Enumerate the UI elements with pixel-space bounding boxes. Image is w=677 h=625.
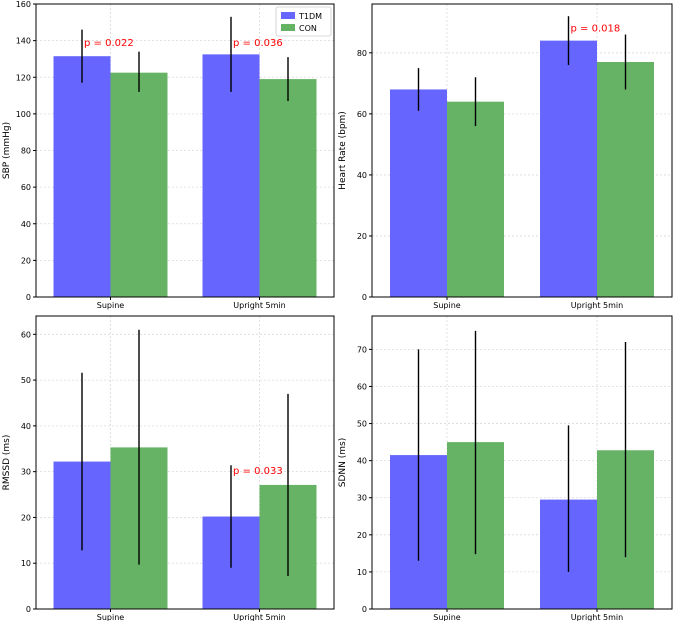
y-tick-label: 120: [16, 73, 31, 82]
p-value-annotation: p = 0.022: [84, 38, 134, 49]
y-tick-label: 10: [21, 559, 31, 568]
y-tick-label: 0: [362, 605, 367, 614]
y-tick-label: 0: [26, 293, 31, 302]
bar-con-supine: [110, 72, 168, 297]
p-value-annotation: p = 0.033: [233, 466, 283, 477]
x-tick-label: Supine: [433, 613, 461, 621]
axes-frame: [371, 315, 673, 610]
y-tick-label: 70: [357, 345, 367, 354]
y-tick-label: 20: [21, 256, 31, 265]
x-tick-label: Upright 5min: [233, 301, 285, 310]
legend-swatch-con: [281, 24, 295, 31]
y-tick-label: 50: [357, 420, 367, 429]
axes-frame: [35, 315, 335, 610]
y-tick-label: 80: [357, 49, 367, 58]
y-tick-label: 0: [26, 605, 31, 614]
y-tick-label: 60: [357, 110, 367, 119]
bar-t1dm-supine: [53, 56, 111, 297]
chart-panel-bottom-right: 0 10 20 30 40 50 60 70 Supine Upright 5min SDNN (m…: [338, 315, 673, 622]
y-axis-label: RMSSD (ms): [2, 435, 12, 491]
y-tick-label: 80: [21, 147, 31, 156]
x-tick-label: Supine: [97, 301, 125, 310]
x-tick-label: Upright 5min: [571, 613, 623, 621]
y-tick-label: 40: [21, 422, 31, 431]
y-tick-label: 60: [21, 330, 31, 339]
p-value-annotation: p = 0.018: [571, 23, 621, 34]
x-tick-label: Upright 5min: [233, 613, 285, 621]
y-tick-label: 40: [357, 171, 367, 180]
y-tick-label: 20: [357, 531, 367, 540]
y-tick-label: 20: [357, 232, 367, 241]
bar-t1dm-upright: [202, 54, 260, 297]
chart-panel-top-right: 0 20 40 60 80 Supine Upright 5min Heart Rate (b…: [338, 3, 673, 310]
y-tick-label: 30: [21, 468, 31, 477]
chart-panel-top-left: 0 20 40 60 80 100 120 140 160 Supine Upright 5min S…: [2, 0, 335, 310]
y-tick-label: 100: [16, 110, 31, 119]
y-tick-label: 20: [21, 513, 31, 522]
bar-con-upright: [597, 61, 654, 298]
y-axis-label: SBP (mmHg): [2, 122, 12, 179]
y-tick-label: 10: [357, 568, 367, 577]
y-axis-label: SDNN (ms): [338, 438, 348, 487]
y-tick-label: 30: [357, 494, 367, 503]
y-tick-label: 0: [362, 293, 367, 302]
y-tick-label: 160: [16, 0, 31, 9]
legend-label-t1dm: T1DM: [298, 12, 322, 21]
y-axis-label: Heart Rate (bpm): [338, 111, 348, 190]
y-tick-label: 40: [357, 457, 367, 466]
p-value-annotation: p = 0.036: [233, 38, 283, 49]
x-tick-label: Upright 5min: [571, 301, 623, 310]
x-tick-label: Supine: [97, 613, 125, 621]
legend: T1DM CON: [275, 6, 332, 37]
chart-panel-bottom-left: 0 10 20 30 40 50 60 Supine Upright 5min RMSSD (ms…: [2, 315, 335, 622]
y-tick-label: 50: [21, 376, 31, 385]
y-tick-label: 60: [21, 183, 31, 192]
y-tick-label: 40: [21, 220, 31, 229]
bar-con-supine: [447, 101, 504, 298]
bar-t1dm-upright: [540, 40, 597, 297]
bar-con-upright: [259, 79, 317, 297]
bar-t1dm-supine: [390, 89, 447, 297]
legend-label-con: CON: [299, 24, 317, 33]
y-tick-label: 140: [16, 37, 31, 46]
x-tick-label: Supine: [433, 301, 461, 310]
legend-swatch-t1dm: [281, 12, 295, 19]
axes-frame: [371, 3, 673, 298]
y-tick-label: 60: [357, 382, 367, 391]
